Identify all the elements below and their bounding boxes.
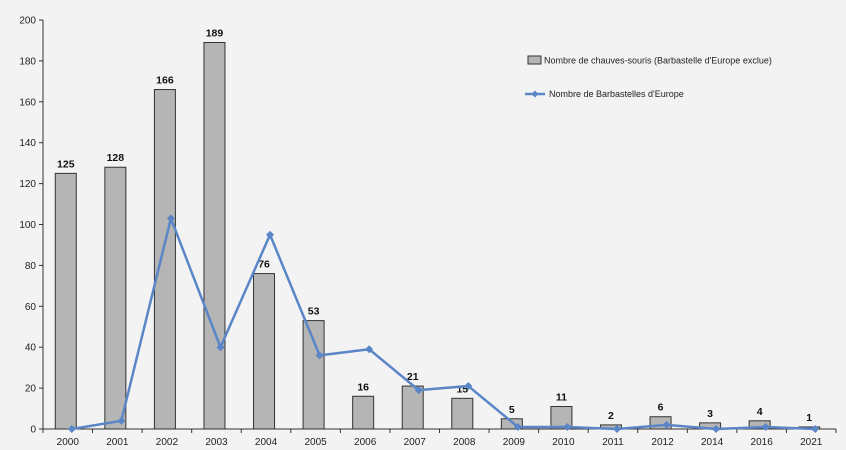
bar-data-label: 76 bbox=[258, 259, 270, 271]
bar bbox=[203, 41, 226, 430]
x-tick-label: 2012 bbox=[651, 437, 674, 448]
x-tick-label: 2003 bbox=[205, 437, 228, 448]
bar-data-label: 6 bbox=[658, 402, 664, 414]
y-ticks: 0 20 40 60 80 100 120 140 160 180 200 bbox=[19, 16, 43, 436]
bar bbox=[550, 406, 573, 430]
bar-data-label: 125 bbox=[57, 158, 75, 170]
line-point bbox=[216, 343, 225, 352]
bar-data-label: 2 bbox=[608, 410, 614, 422]
line-point bbox=[365, 345, 374, 354]
bar-data-label: 4 bbox=[757, 406, 763, 418]
line-series bbox=[67, 214, 820, 433]
y-tick-label: 140 bbox=[19, 138, 36, 149]
x-tick-label: 2014 bbox=[701, 437, 724, 448]
bar-data-label: 189 bbox=[206, 27, 224, 39]
bar-data-labels: 125 128 166 189 76 53 16 21 15 5 11 2 6 3 4 1 bbox=[57, 27, 812, 423]
legend-bar-swatch bbox=[527, 55, 542, 65]
line-point bbox=[414, 386, 423, 395]
bar bbox=[352, 395, 375, 430]
x-tick-label: 2005 bbox=[304, 437, 327, 448]
bar bbox=[54, 172, 77, 430]
bar-data-label: 21 bbox=[407, 371, 419, 383]
x-tick-label: 2000 bbox=[57, 437, 80, 448]
y-tick-label: 80 bbox=[25, 261, 37, 272]
y-tick-label: 60 bbox=[25, 302, 37, 313]
x-tick-label: 2010 bbox=[552, 437, 575, 448]
line-point bbox=[662, 420, 671, 429]
y-tick-label: 160 bbox=[19, 97, 36, 108]
bar bbox=[748, 420, 771, 430]
bar-data-label: 166 bbox=[156, 75, 174, 87]
legend-line-marker bbox=[531, 90, 539, 98]
y-tick-label: 20 bbox=[25, 384, 37, 395]
x-tick-label: 2001 bbox=[106, 437, 129, 448]
y-tick-label: 200 bbox=[19, 16, 36, 27]
line-point bbox=[67, 425, 76, 433]
bar-data-label: 128 bbox=[107, 152, 125, 164]
line-point bbox=[166, 214, 175, 223]
y-tick-label: 180 bbox=[19, 56, 36, 67]
legend-line-label: Nombre de Barbastelles d'Europe bbox=[549, 89, 684, 99]
legend-item-line: Nombre de Barbastelles d'Europe bbox=[525, 89, 684, 99]
bar bbox=[302, 320, 325, 430]
bar bbox=[451, 397, 474, 430]
x-ticks: 2000 2001 2002 2003 2004 2005 2006 2007 2008 2009… bbox=[42, 429, 837, 448]
bar-data-label: 3 bbox=[707, 408, 713, 420]
line-point bbox=[761, 422, 770, 431]
x-tick-label: 2009 bbox=[503, 437, 526, 448]
line-point bbox=[464, 382, 473, 391]
line-point bbox=[513, 422, 522, 431]
bar bbox=[253, 273, 276, 430]
legend: Nombre de chauves-souris (Barbastelle d'… bbox=[525, 55, 772, 99]
x-tick-label: 2016 bbox=[751, 437, 774, 448]
y-tick-label: 100 bbox=[19, 220, 36, 231]
line-point bbox=[117, 416, 126, 425]
x-tick-label: 2004 bbox=[255, 437, 278, 448]
bar bbox=[153, 89, 176, 430]
x-tick-label: 2021 bbox=[800, 437, 823, 448]
bar-data-label: 5 bbox=[509, 404, 515, 416]
bar-data-label: 1 bbox=[806, 412, 812, 424]
x-tick-label: 2006 bbox=[354, 437, 377, 448]
line-point bbox=[315, 351, 324, 360]
bar-series bbox=[54, 41, 821, 430]
bar-data-label: 53 bbox=[308, 306, 320, 318]
y-tick-label: 40 bbox=[25, 343, 37, 354]
legend-item-bars: Nombre de chauves-souris (Barbastelle d'… bbox=[527, 55, 772, 66]
y-tick-label: 0 bbox=[30, 425, 36, 436]
x-tick-label: 2007 bbox=[404, 437, 427, 448]
bar-data-label: 15 bbox=[456, 383, 468, 395]
y-tick-label: 120 bbox=[19, 179, 36, 190]
bar-data-label: 11 bbox=[556, 392, 567, 404]
legend-bar-label: Nombre de chauves-souris (Barbastelle d'… bbox=[544, 56, 772, 66]
line-path bbox=[71, 217, 816, 431]
line-point bbox=[563, 422, 572, 431]
line-point bbox=[612, 425, 621, 433]
bar bbox=[500, 418, 523, 430]
x-tick-label: 2011 bbox=[602, 437, 624, 448]
line-point bbox=[712, 425, 721, 433]
y-axis: 0 20 40 60 80 100 120 140 160 180 200 bbox=[19, 16, 44, 436]
line-point bbox=[266, 230, 275, 239]
x-tick-label: 2008 bbox=[453, 437, 476, 448]
bar-data-label: 16 bbox=[357, 381, 369, 393]
bar bbox=[104, 166, 127, 430]
x-tick-label: 2002 bbox=[156, 437, 179, 448]
line-point bbox=[811, 425, 820, 433]
